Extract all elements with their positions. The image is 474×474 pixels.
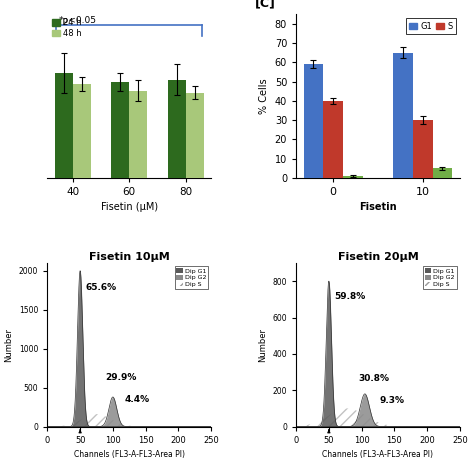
Text: [C]: [C] [255,0,276,9]
Bar [129,91,147,178]
Bar [303,64,323,178]
Text: *p<0.05: *p<0.05 [59,16,97,25]
Text: 30.8%: 30.8% [358,374,389,383]
X-axis label: Channels (FL3-A-FL3-Area PI): Channels (FL3-A-FL3-Area PI) [322,450,433,459]
Text: 59.8%: 59.8% [334,292,365,301]
X-axis label: Fisetin: Fisetin [359,202,397,212]
Legend: Dip G1, Dip G2, Dip S: Dip G1, Dip G2, Dip S [174,266,208,289]
Legend: G1, S: G1, S [406,18,456,34]
Text: 4.4%: 4.4% [125,395,150,404]
Title: Fisetin 10μM: Fisetin 10μM [89,252,170,262]
Bar [413,120,433,178]
Bar [55,73,73,178]
Bar [167,80,186,178]
Y-axis label: Number: Number [258,328,267,362]
Legend: Dip G1, Dip G2, Dip S: Dip G1, Dip G2, Dip S [423,266,456,289]
Bar [73,84,91,178]
X-axis label: Fisetin (μM): Fisetin (μM) [100,202,158,212]
Text: 29.9%: 29.9% [105,373,137,382]
Bar [433,168,452,178]
Bar [111,82,129,178]
Y-axis label: % Cells: % Cells [259,78,269,114]
X-axis label: Channels (FL3-A-FL3-Area PI): Channels (FL3-A-FL3-Area PI) [74,450,185,459]
Bar [323,101,343,178]
Y-axis label: Number: Number [4,328,13,362]
Title: Fisetin 20μM: Fisetin 20μM [337,252,419,262]
Bar [343,176,363,178]
Text: 65.6%: 65.6% [85,283,117,292]
Legend: 24 h, 48 h: 24 h, 48 h [52,18,82,38]
Bar [186,93,204,178]
Text: 9.3%: 9.3% [380,396,405,405]
Bar [393,53,413,178]
